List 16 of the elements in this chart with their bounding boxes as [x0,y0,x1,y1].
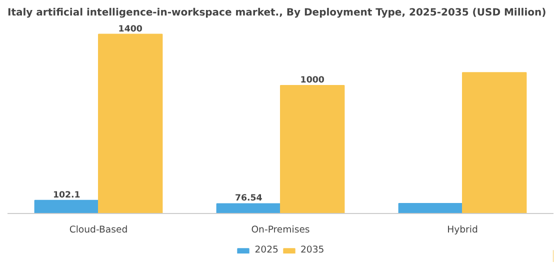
data-label: 76.54 [234,194,262,204]
chart-title: Italy artificial intelligence-in-workspace market., By Deployment Type, 2025-2035 (USD Million) [8,8,546,18]
bar [280,84,345,214]
x-tick-label: Cloud-Based [69,224,128,236]
bar [462,72,527,214]
bar [98,34,163,214]
data-label: 102.1 [52,190,80,200]
legend-label: 2025 [254,244,278,256]
bar [216,203,281,214]
legend-label: 2035 [300,244,324,256]
data-label: 1000 [300,75,324,86]
bar [398,203,463,214]
x-tick-label: On-Premises [251,224,310,236]
bar [34,200,99,214]
x-tick-label: Hybrid [447,224,478,236]
data-label: 1400 [118,24,142,34]
